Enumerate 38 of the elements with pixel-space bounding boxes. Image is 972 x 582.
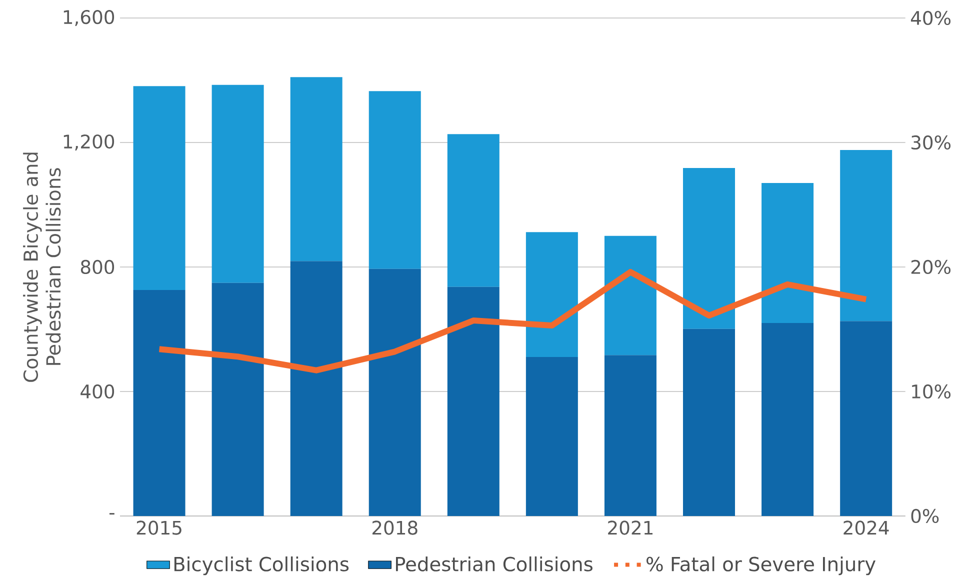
- bar: [526, 232, 578, 357]
- bar: [290, 261, 342, 516]
- bar: [212, 282, 264, 516]
- bar: [290, 77, 342, 262]
- bar: [604, 355, 656, 516]
- bar: [212, 84, 264, 283]
- legend-label: % Fatal or Severe Injury: [646, 556, 876, 576]
- y2-tick-label: 20%: [911, 260, 950, 274]
- x-tick-label: 2018: [372, 520, 418, 535]
- y-tick-label: 1,200: [64, 134, 114, 151]
- bar: [840, 150, 892, 322]
- bar: [447, 134, 500, 287]
- y-tick-label: -: [109, 513, 114, 515]
- bar: [447, 286, 500, 516]
- y2-tick-label: 10%: [912, 384, 950, 399]
- bar: [368, 268, 421, 516]
- bar: [133, 86, 186, 290]
- x-tick-label: 2024: [844, 520, 889, 535]
- y2-tick-label: 0%: [911, 508, 939, 524]
- bar: [683, 328, 735, 516]
- legend-label: Pedestrian Collisions: [396, 556, 592, 572]
- x-tick-label: 2021: [608, 520, 652, 535]
- bar: [762, 323, 814, 516]
- y-tick-label: 1,600: [64, 10, 114, 26]
- bar: [762, 182, 814, 324]
- y-tick-label: 800: [80, 260, 114, 274]
- y-tick-label: 400: [80, 384, 114, 399]
- bar: [840, 321, 892, 516]
- bar: [368, 91, 421, 269]
- bar: [683, 168, 735, 329]
- y2-tick-label: 30%: [911, 135, 950, 150]
- bar: [604, 236, 656, 356]
- y2-tick-label: 40%: [910, 10, 950, 26]
- y-axis-title: Countywide Bicycle and Pedestrian Collisions: [23, 152, 61, 382]
- bar: [133, 290, 186, 516]
- legend-label: Bicyclist Collisions: [174, 556, 349, 576]
- x-tick-label: 2015: [136, 520, 182, 535]
- bar: [526, 356, 578, 516]
